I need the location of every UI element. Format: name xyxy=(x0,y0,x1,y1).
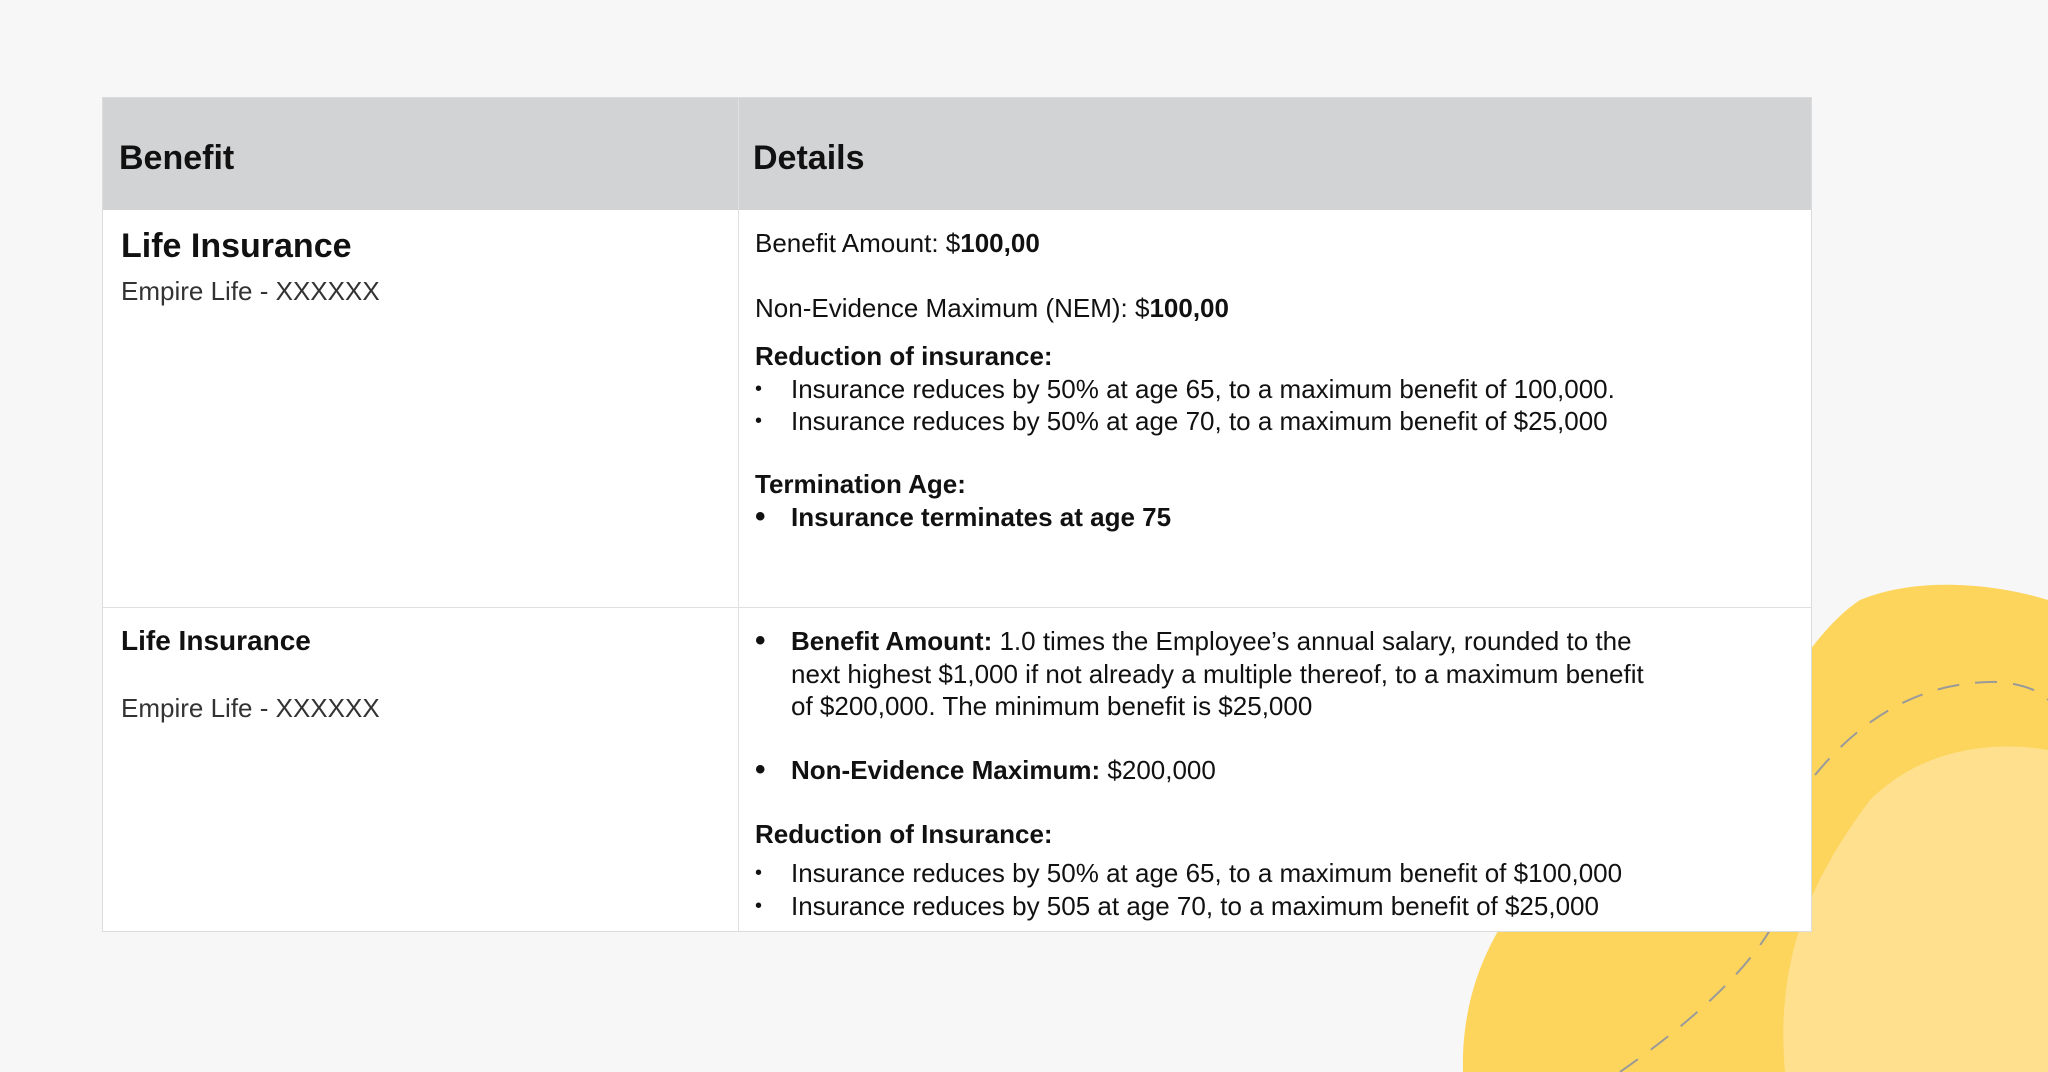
bullet-icon: • xyxy=(755,753,766,786)
bullet-icon: • xyxy=(755,624,766,657)
table-header xyxy=(103,98,1811,210)
bullet-icon: • xyxy=(755,862,763,884)
header-details: Details xyxy=(753,139,865,177)
nem: Non-Evidence Maximum (NEM): $100,00 xyxy=(755,292,1229,324)
row-divider xyxy=(103,607,1811,608)
bullet-icon: • xyxy=(755,378,763,400)
header-benefit: Benefit xyxy=(119,139,235,177)
reduction-heading: Reduction of insurance: xyxy=(755,341,1053,371)
text: 1.0 times the Employee’s annual salary, … xyxy=(992,626,1632,656)
benefits-table: Benefit Details Life Insurance Empire Li… xyxy=(102,97,1812,932)
list-item: Insurance reduces by 505 at age 70, to a… xyxy=(791,891,1599,921)
list-item: Benefit Amount: 1.0 times the Employee’s… xyxy=(791,625,1632,657)
value: $200,000 xyxy=(1100,755,1216,785)
benefit-subtitle: Empire Life - XXXXXX xyxy=(121,276,380,306)
benefit-subtitle: Empire Life - XXXXXX xyxy=(121,693,380,723)
dashed-line xyxy=(1619,680,2048,1072)
list-item: Insurance terminates at age 75 xyxy=(791,502,1172,532)
bullet-icon: • xyxy=(755,895,763,917)
bullet-icon: • xyxy=(755,500,766,533)
list-item: Insurance reduces by 50% at age 70, to a… xyxy=(791,406,1608,436)
benefit-title: Life Insurance xyxy=(121,625,311,656)
benefit-title: Life Insurance xyxy=(121,227,352,265)
bullet-icon: • xyxy=(755,410,763,432)
list-item-continued: of $200,000. The minimum benefit is $25,… xyxy=(791,691,1313,721)
reduction-heading: Reduction of Insurance: xyxy=(755,819,1053,849)
label: Benefit Amount: xyxy=(791,626,993,656)
label: Non-Evidence Maximum: xyxy=(791,755,1101,785)
list-item: Insurance reduces by 50% at age 65, to a… xyxy=(791,374,1615,404)
termination-heading: Termination Age: xyxy=(755,469,966,499)
column-divider xyxy=(738,98,739,931)
list-item: Non-Evidence Maximum: $200,000 xyxy=(791,754,1216,786)
label: Non-Evidence Maximum (NEM): $ xyxy=(755,293,1150,323)
value: 100,00 xyxy=(960,228,1040,258)
list-item-continued: next highest $1,000 if not already a mul… xyxy=(791,659,1644,689)
benefit-amount: Benefit Amount: $100,00 xyxy=(755,227,1040,259)
value: 100,00 xyxy=(1149,293,1229,323)
blob-light xyxy=(1783,746,2048,1072)
list-item: Insurance reduces by 50% at age 65, to a… xyxy=(791,858,1623,888)
label: Benefit Amount: $ xyxy=(755,228,961,258)
